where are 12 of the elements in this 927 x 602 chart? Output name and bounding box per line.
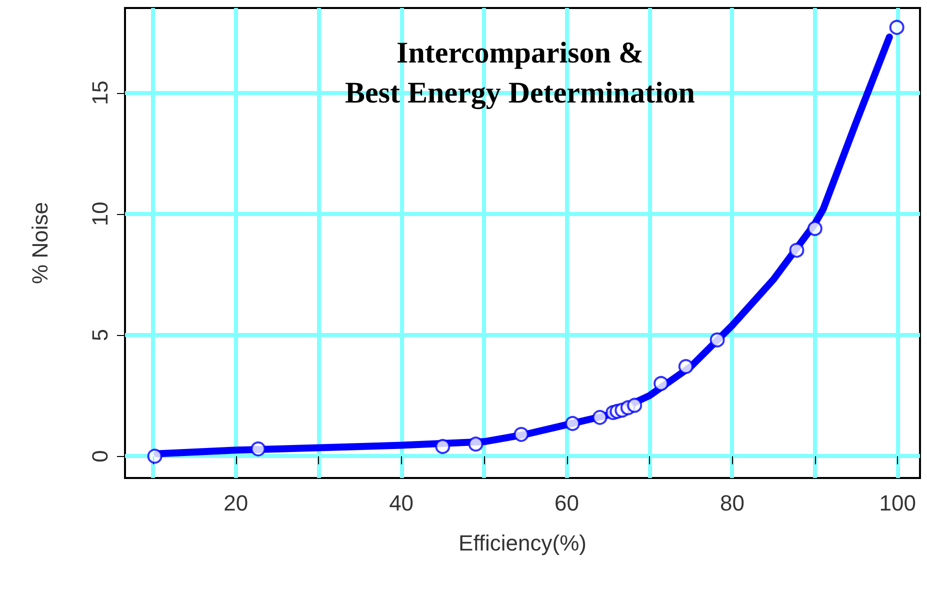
y-tick-label: 10 [88,202,112,226]
y-tick-label: 15 [88,80,112,106]
y-tick-label: 5 [88,328,112,342]
y-axis-title: % Noise [28,202,52,284]
x-tick-label: 80 [720,490,744,516]
y-tick-label: 0 [88,450,112,462]
text: Intercomparison & Best Energy Determination [345,36,696,110]
x-tick-label: 60 [554,490,579,516]
x-tick-label: 20 [224,490,248,516]
x-tick-label: 100 [879,490,916,516]
x-tick-label: 40 [389,490,414,516]
x-axis-title: Efficiency(%) [458,530,586,556]
